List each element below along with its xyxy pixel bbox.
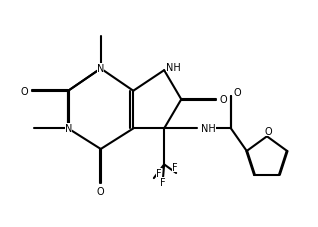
Text: N: N [65,124,72,134]
Text: O: O [219,95,227,105]
Text: N: N [97,64,104,74]
Text: O: O [234,88,242,98]
Text: F: F [172,163,177,172]
Text: F: F [156,168,162,178]
Text: NH: NH [166,62,181,72]
Text: F: F [160,177,165,187]
Text: O: O [21,86,29,96]
Text: O: O [97,186,105,196]
Text: NH: NH [201,124,216,134]
Text: O: O [265,127,273,137]
